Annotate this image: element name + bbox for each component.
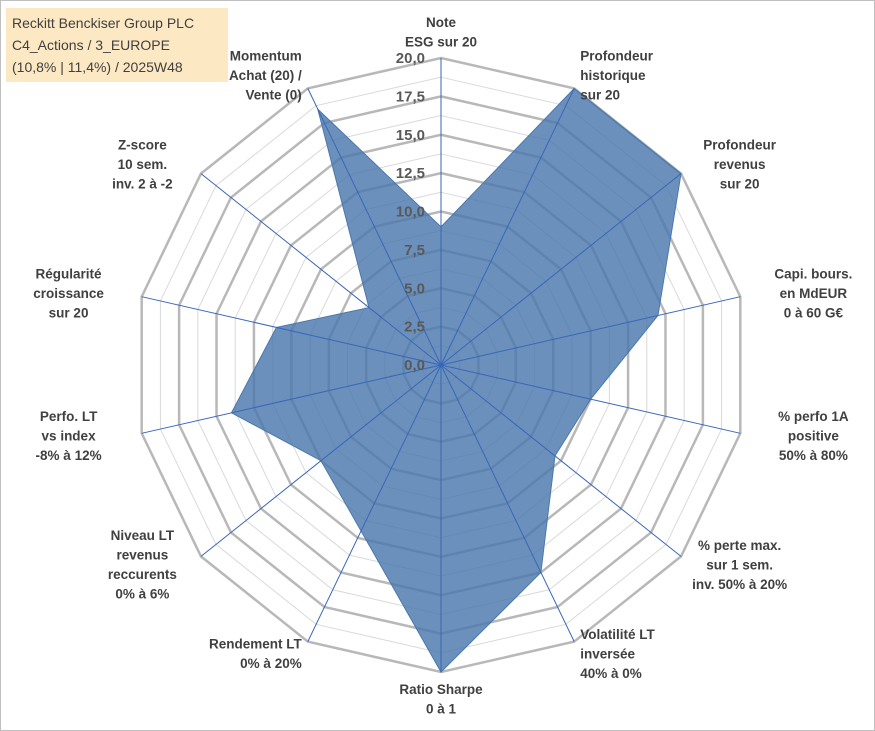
axis-label-line: 40% à 0% <box>580 666 642 681</box>
axis-label: Z-score 10 sem. inv. 2 à -2 <box>112 138 173 192</box>
axis-label-line: Profondeur <box>580 49 653 64</box>
axis-label-line: sur 1 sem. <box>706 557 773 572</box>
axis-label: % perte max. sur 1 sem. inv. 50% à 20% <box>692 538 787 592</box>
axis-label-line: 0% à 6% <box>115 587 169 602</box>
axis-label-line: en MdEUR <box>780 286 848 301</box>
axis-label-line: revenus <box>116 548 168 563</box>
axis-spoke <box>440 173 682 366</box>
axis-label-line: 10 sem. <box>118 157 168 172</box>
axis-label-line: sur 20 <box>580 88 620 103</box>
axis-label-line: ESG sur 20 <box>405 35 477 50</box>
axis-label-line: Niveau LT <box>111 528 175 543</box>
axis-label-line: Ratio Sharpe <box>399 682 483 697</box>
axis-spoke <box>440 364 682 557</box>
axis-label-line: reccurents <box>108 567 177 582</box>
axis-label-line: sur 20 <box>720 177 760 192</box>
axis-label-line: Volatilité LT <box>580 627 655 642</box>
axis-label-line: Vente (0) <box>245 88 301 103</box>
axis-label-line: 50% à 80% <box>779 448 848 463</box>
axis-label-line: Momentum <box>230 49 302 64</box>
scale-tick-label: 10,0 <box>396 204 425 221</box>
axis-label-line: positive <box>788 429 840 444</box>
axis-label-line: sur 20 <box>49 305 89 320</box>
axis-label-line: Profondeur <box>703 138 776 153</box>
axis-label-line: % perte max. <box>698 538 781 553</box>
axis-label-line: croissance <box>33 286 104 301</box>
axis-spoke <box>307 364 442 642</box>
axis-label-line: Capi. bours. <box>774 266 852 281</box>
chart-title-line-2: C4_Actions / 3_EUROPE <box>12 37 170 53</box>
axis-spoke <box>440 296 741 366</box>
chart-title-box: Reckitt Benckiser Group PLC C4_Actions /… <box>6 8 228 82</box>
chart-title-line-1: Reckitt Benckiser Group PLC <box>12 15 195 31</box>
scale-tick-labels: 0,0 2,5 5,0 7,5 10,0 12,5 15,0 17,5 20,0 <box>396 50 425 374</box>
axis-label: Note ESG sur 20 <box>405 15 477 50</box>
axis-label: % perfo 1A positive 50% à 80% <box>778 409 849 463</box>
axis-label-line: inversée <box>580 646 635 661</box>
scale-tick-label: 7,5 <box>404 242 425 259</box>
axis-labels: Note ESG sur 20 Profondeur historique sur 20… <box>33 15 852 717</box>
scale-tick-label: 15,0 <box>396 127 425 144</box>
radar-spokes <box>141 58 741 672</box>
scale-tick-label: 0,0 <box>404 357 425 374</box>
axis-label: Profondeur historique sur 20 <box>580 49 653 103</box>
scale-tick-label: 12,5 <box>396 165 425 182</box>
axis-spoke <box>141 296 442 366</box>
axis-label: Ratio Sharpe 0 à 1 <box>399 682 483 717</box>
axis-label-line: % perfo 1A <box>778 409 849 424</box>
axis-label: Volatilité LT inversée 40% à 0% <box>580 627 655 681</box>
axis-label: Perfo. LT vs index -8% à 12% <box>36 409 102 463</box>
axis-label-line: Note <box>426 15 456 30</box>
axis-label-line: Achat (20) / <box>229 68 302 83</box>
axis-label-line: -8% à 12% <box>36 448 102 463</box>
axis-label: Momentum Achat (20) / Vente (0) <box>229 49 302 103</box>
axis-label-line: revenus <box>714 157 766 172</box>
axis-label-line: 0 à 1 <box>426 702 457 717</box>
chart-title-line-3: (10,8% | 11,4%) / 2025W48 <box>12 59 183 75</box>
axis-label: Profondeur revenus sur 20 <box>703 138 776 192</box>
axis-label-line: Régularité <box>36 266 103 281</box>
axis-label-line: Rendement LT <box>209 637 303 652</box>
scale-tick-label: 5,0 <box>404 280 425 297</box>
axis-label-line: 0% à 20% <box>240 656 302 671</box>
axis-label-line: Z-score <box>118 138 167 153</box>
axis-label-line: historique <box>580 68 646 83</box>
axis-label-line: inv. 2 à -2 <box>112 177 173 192</box>
axis-spoke <box>440 364 575 642</box>
axis-label: Rendement LT 0% à 20% <box>209 637 303 672</box>
axis-label: Capi. bours. en MdEUR 0 à 60 G€ <box>774 266 852 320</box>
axis-label-line: vs index <box>42 429 97 444</box>
axis-spoke <box>440 364 741 434</box>
scale-tick-label: 20,0 <box>396 50 425 67</box>
scale-tick-label: 17,5 <box>396 88 425 105</box>
axis-label: Niveau LT revenus reccurents 0% à 6% <box>108 528 177 602</box>
axis-label-line: 0 à 60 G€ <box>784 305 844 320</box>
axis-spoke <box>440 88 575 366</box>
scale-tick-label: 2,5 <box>404 319 425 336</box>
axis-label-line: Perfo. LT <box>40 409 98 424</box>
axis-spoke <box>200 173 442 366</box>
axis-spoke <box>307 88 442 366</box>
axis-label-line: inv. 50% à 20% <box>692 577 787 592</box>
axis-spoke <box>200 364 442 557</box>
axis-spoke <box>141 364 442 434</box>
axis-label: Régularité croissance sur 20 <box>33 266 104 320</box>
